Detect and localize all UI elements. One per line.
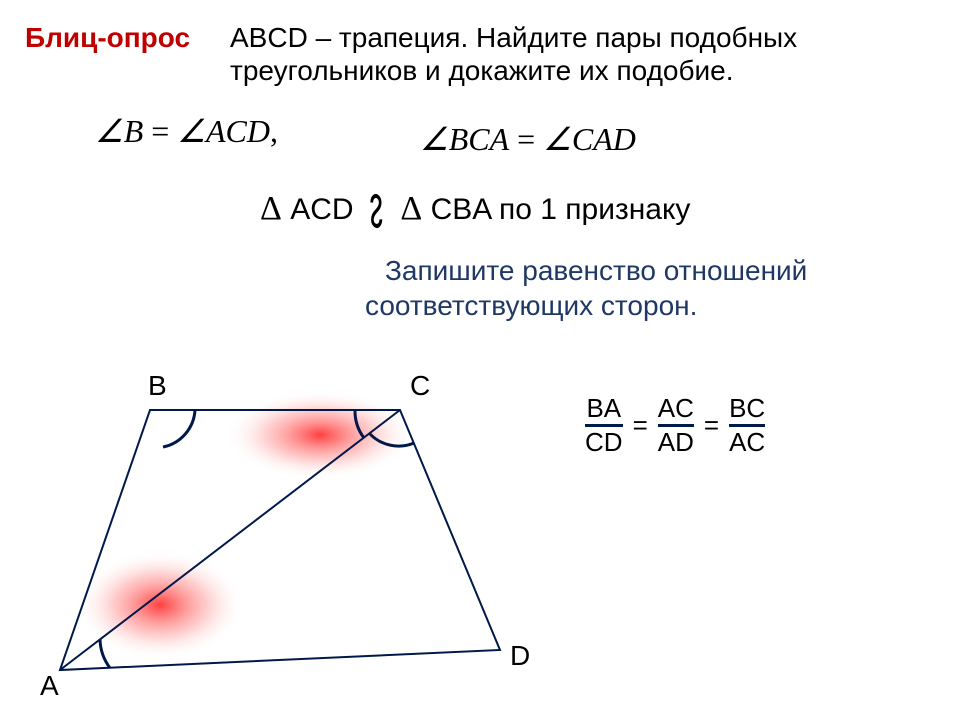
frac-3: BC AC	[729, 395, 765, 457]
similarity-statement: Δ ACD ∾ Δ CBA по 1 признаку	[260, 190, 690, 232]
frac-3-num: BC	[729, 395, 765, 422]
ratio-equation: BA CD = AC AD = BC AC	[585, 395, 765, 457]
frac-3-den: AC	[729, 429, 765, 456]
frac-1-num: BA	[586, 395, 621, 422]
vertex-D: D	[510, 640, 530, 672]
vertex-B: B	[148, 370, 167, 402]
frac-1-den: CD	[585, 429, 623, 456]
eq1-left: ∠B	[95, 113, 143, 149]
frac-2: AC AD	[658, 395, 694, 457]
eq2-right: ∠CAD	[543, 121, 636, 157]
instruction-2: соответствующих сторон.	[365, 290, 697, 322]
trapezoid-diagram	[0, 350, 580, 720]
instruction-1: Запишите равенство отношений	[385, 255, 807, 287]
eq-sign-1: =	[633, 410, 648, 441]
vertex-C: C	[410, 370, 430, 402]
eq1-mid: =	[143, 113, 177, 149]
eq2-left: ∠BCA	[420, 121, 509, 157]
problem-line-2: треугольников и докажите их подобие.	[230, 55, 734, 87]
angle-eq-1: ∠B = ∠ACD,	[95, 112, 278, 150]
delta-right: Δ	[400, 190, 422, 227]
angle-eq-2: ∠BCA = ∠CAD	[420, 120, 636, 158]
eq1-comma: ,	[270, 113, 278, 149]
frac-2-num: AC	[658, 395, 694, 422]
eq1-right: ∠ACD	[177, 113, 270, 149]
vertex-A: A	[40, 670, 59, 702]
sim-cba: CBA по 1 признаку	[422, 193, 690, 226]
sim-acd: ACD	[282, 193, 354, 226]
eq-sign-2: =	[704, 410, 719, 441]
delta-left: Δ	[260, 190, 282, 227]
frac-1: BA CD	[585, 395, 623, 457]
quiz-title: Блиц-опрос	[25, 22, 190, 54]
similar-icon: ∾	[356, 190, 398, 232]
eq2-mid: =	[509, 121, 543, 157]
frac-2-den: AD	[658, 429, 694, 456]
problem-line-1: ABCD – трапеция. Найдите пары подобных	[230, 22, 797, 54]
